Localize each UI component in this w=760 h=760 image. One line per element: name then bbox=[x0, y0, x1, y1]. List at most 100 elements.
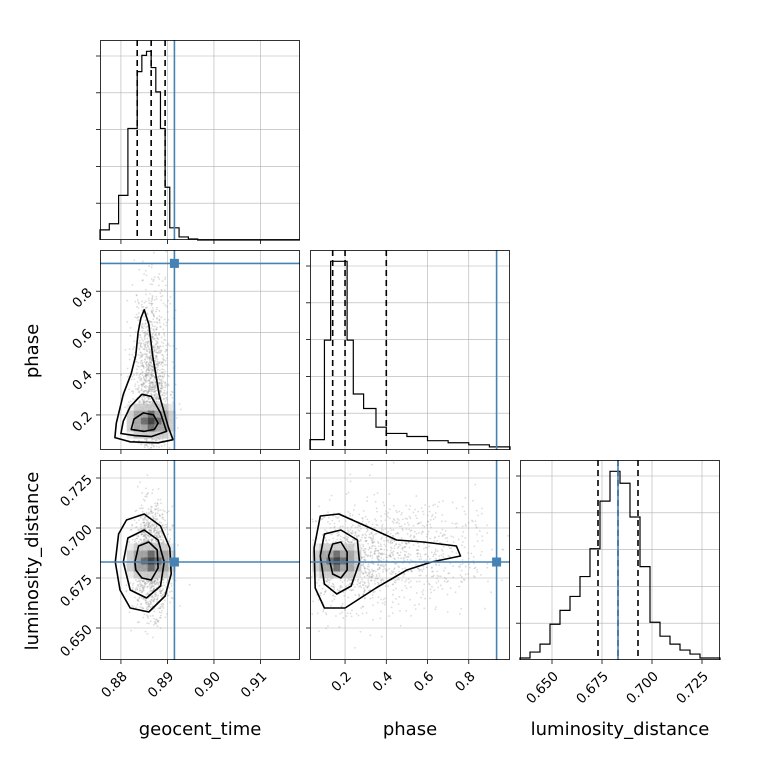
sample-point bbox=[142, 607, 145, 610]
sample-point bbox=[467, 521, 470, 524]
sample-point bbox=[343, 537, 346, 540]
sample-point bbox=[146, 519, 149, 522]
sample-point bbox=[157, 621, 160, 623]
sample-point bbox=[139, 481, 141, 483]
density-cell bbox=[347, 557, 355, 565]
sample-point bbox=[424, 546, 427, 549]
sample-point bbox=[317, 579, 320, 581]
sample-point bbox=[156, 512, 159, 515]
sample-point bbox=[423, 583, 426, 586]
sample-point bbox=[129, 326, 132, 329]
sample-point bbox=[149, 615, 152, 617]
sample-point bbox=[155, 517, 158, 520]
sample-point bbox=[158, 588, 160, 591]
sample-point bbox=[147, 396, 150, 399]
sample-point bbox=[154, 517, 157, 520]
sample-point bbox=[157, 346, 160, 349]
sample-point bbox=[158, 318, 161, 321]
sample-point bbox=[403, 572, 405, 575]
sample-point bbox=[344, 609, 346, 611]
sample-point bbox=[376, 577, 379, 580]
density-cell bbox=[140, 571, 148, 579]
sample-point bbox=[149, 292, 152, 295]
sample-point bbox=[373, 526, 376, 529]
sample-point bbox=[423, 525, 426, 528]
sample-point bbox=[144, 319, 147, 322]
sample-point bbox=[463, 579, 466, 581]
sample-point bbox=[135, 317, 138, 319]
sample-point bbox=[358, 595, 361, 597]
sample-point bbox=[388, 567, 391, 570]
sample-point bbox=[154, 310, 157, 313]
sample-point bbox=[486, 562, 489, 565]
sample-point bbox=[129, 334, 132, 337]
sample-point bbox=[146, 333, 149, 336]
sample-point bbox=[391, 542, 394, 544]
sample-point bbox=[160, 386, 163, 389]
marginal-phase-panel bbox=[306, 250, 511, 454]
sample-point bbox=[352, 509, 355, 511]
sample-point bbox=[149, 351, 151, 354]
sample-point bbox=[149, 601, 152, 604]
sample-point bbox=[430, 515, 433, 518]
sample-point bbox=[150, 446, 152, 449]
sample-point bbox=[142, 580, 145, 583]
sample-point bbox=[405, 610, 408, 612]
sample-point bbox=[147, 390, 149, 393]
sample-point bbox=[151, 388, 154, 391]
sample-point bbox=[376, 557, 379, 560]
sample-point bbox=[330, 494, 333, 497]
sample-point bbox=[161, 541, 164, 544]
sample-point bbox=[143, 382, 145, 385]
sample-point bbox=[361, 517, 364, 519]
joint-geocent-time-luminosity-distance-content bbox=[100, 460, 300, 660]
sample-point bbox=[163, 591, 166, 594]
sample-point bbox=[148, 378, 151, 381]
sample-point bbox=[341, 581, 344, 584]
sample-point bbox=[125, 590, 128, 593]
sample-point bbox=[383, 548, 386, 551]
sample-point bbox=[150, 443, 153, 446]
sample-point bbox=[153, 585, 155, 588]
sample-point bbox=[370, 579, 373, 582]
sample-point bbox=[150, 368, 153, 371]
sample-point bbox=[424, 553, 426, 556]
sample-point bbox=[164, 350, 167, 353]
sample-point bbox=[362, 545, 365, 548]
sample-point bbox=[159, 326, 162, 329]
sample-point bbox=[377, 559, 380, 562]
density-cell bbox=[333, 550, 341, 558]
sample-point bbox=[377, 541, 379, 543]
sample-point bbox=[150, 582, 153, 585]
sample-point bbox=[439, 575, 442, 578]
sample-point bbox=[154, 502, 157, 505]
sample-point bbox=[161, 513, 164, 515]
sample-point bbox=[149, 586, 151, 589]
sample-point bbox=[376, 555, 378, 558]
sample-point bbox=[138, 400, 141, 403]
sample-point bbox=[390, 573, 393, 575]
sample-point bbox=[164, 284, 167, 287]
sample-point bbox=[361, 556, 364, 559]
sample-point bbox=[402, 575, 405, 578]
sample-point bbox=[330, 533, 333, 536]
sample-point bbox=[144, 515, 146, 518]
density-cell bbox=[347, 543, 355, 551]
sample-point bbox=[343, 536, 346, 539]
sample-point bbox=[442, 556, 445, 558]
sample-point bbox=[383, 565, 386, 568]
x-tick-label: 0.89 bbox=[145, 669, 178, 702]
sample-point bbox=[502, 549, 505, 551]
sample-point bbox=[148, 384, 151, 387]
sample-point bbox=[363, 565, 365, 568]
sample-point bbox=[138, 597, 141, 600]
sample-point bbox=[322, 608, 325, 611]
sample-point bbox=[151, 581, 154, 583]
sample-point bbox=[353, 646, 356, 649]
sample-point bbox=[160, 383, 163, 386]
sample-point bbox=[148, 381, 151, 383]
sample-point bbox=[430, 591, 432, 594]
sample-point bbox=[153, 579, 156, 582]
sample-point bbox=[387, 511, 390, 514]
sample-point bbox=[142, 395, 145, 398]
